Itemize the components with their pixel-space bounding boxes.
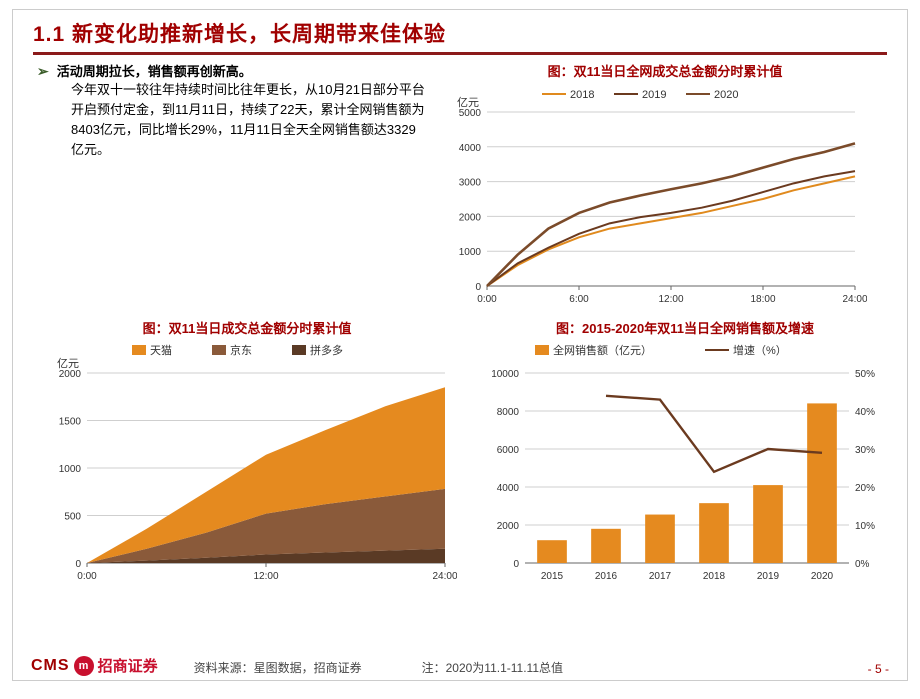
svg-text:2000: 2000 [59, 369, 82, 380]
bullet-lead: 活动周期拉长，销售额再创新高。 [57, 64, 252, 79]
svg-text:50%: 50% [855, 369, 875, 380]
chart1-box: 图：双11当日全网成交总金额分时累计值 201820192020亿元010002… [437, 61, 893, 312]
logo-badge-icon: m [74, 656, 94, 676]
svg-text:2019: 2019 [757, 571, 780, 582]
chart2-svg: 天猫京东拼多多亿元05001000150020000:0012:0024:00 [37, 339, 457, 589]
svg-text:全网销售额（亿元）: 全网销售额（亿元） [553, 343, 652, 357]
svg-text:3000: 3000 [459, 178, 482, 189]
svg-text:18:00: 18:00 [750, 294, 775, 305]
svg-text:40%: 40% [855, 407, 875, 418]
svg-text:1000: 1000 [459, 247, 482, 258]
bullet-block: ➢ 活动周期拉长，销售额再创新高。 今年双十一较往年持续时间比往年更长，从10月2… [37, 61, 437, 312]
svg-text:4000: 4000 [459, 143, 482, 154]
logo-cms: CMS [31, 657, 70, 675]
svg-text:20%: 20% [855, 483, 875, 494]
page-number: - 5 - [868, 662, 889, 676]
logo-zh: 招商证券 [98, 655, 158, 676]
chart2-title: 图：双11当日成交总金额分时累计值 [37, 318, 457, 337]
svg-text:4000: 4000 [497, 483, 520, 494]
chart3-box: 图：2015-2020年双11当日全网销售额及增速 全网销售额（亿元） 增速（%）… [475, 318, 895, 589]
svg-text:2017: 2017 [649, 571, 672, 582]
svg-text:30%: 30% [855, 445, 875, 456]
svg-text:6:00: 6:00 [569, 294, 589, 305]
svg-text:10000: 10000 [491, 369, 519, 380]
svg-text:1500: 1500 [59, 417, 82, 428]
svg-text:2019: 2019 [642, 89, 666, 101]
svg-text:12:00: 12:00 [253, 571, 278, 582]
svg-text:拼多多: 拼多多 [310, 343, 343, 357]
svg-text:0%: 0% [855, 559, 870, 570]
svg-text:京东: 京东 [230, 343, 252, 357]
svg-text:24:00: 24:00 [432, 571, 457, 582]
logo: CMS m 招商证券 [31, 655, 158, 676]
svg-text:2000: 2000 [497, 521, 520, 532]
footer: CMS m 招商证券 资料来源：星图数据，招商证券 注：2020为11.1-11… [13, 655, 907, 676]
svg-text:10%: 10% [855, 521, 875, 532]
svg-text:0: 0 [513, 559, 519, 570]
svg-text:2015: 2015 [541, 571, 564, 582]
svg-text:5000: 5000 [459, 108, 482, 119]
chart2-box: 图：双11当日成交总金额分时累计值 天猫京东拼多多亿元0500100015002… [37, 318, 457, 589]
footer-source: 资料来源：星图数据，招商证券 [194, 659, 362, 676]
chart3-svg: 全网销售额（亿元） 增速（%） 0 2000 4000 6000 8000 10000 0% 10… [475, 339, 895, 589]
svg-text:2020: 2020 [811, 571, 834, 582]
svg-text:12:00: 12:00 [658, 294, 683, 305]
chart3-title: 图：2015-2020年双11当日全网销售额及增速 [475, 318, 895, 337]
svg-text:0: 0 [75, 559, 81, 570]
svg-text:8000: 8000 [497, 407, 520, 418]
svg-text:0:00: 0:00 [477, 294, 497, 305]
bullet-arrow-icon: ➢ [37, 63, 49, 79]
svg-text:0:00: 0:00 [77, 571, 97, 582]
svg-text:增速（%）: 增速（%） [733, 343, 787, 357]
svg-text:2000: 2000 [459, 212, 482, 223]
page-title: 1.1 新变化助推新增长，长周期带来佳体验 [33, 18, 887, 48]
svg-text:2016: 2016 [595, 571, 618, 582]
svg-text:天猫: 天猫 [150, 344, 172, 357]
footer-note: 注：2020为11.1-11.11总值 [422, 659, 563, 676]
svg-text:24:00: 24:00 [842, 294, 867, 305]
svg-text:2018: 2018 [703, 571, 726, 582]
bullet-body: 今年双十一较往年持续时间比往年更长，从10月21日部分平台开启预付定金，到11月… [37, 80, 427, 161]
svg-text:500: 500 [64, 512, 81, 523]
chart1-svg: 201820192020亿元0100020003000400050000:006… [437, 82, 867, 312]
svg-text:1000: 1000 [59, 464, 82, 475]
svg-text:2018: 2018 [570, 89, 594, 101]
svg-text:0: 0 [475, 282, 481, 293]
svg-text:6000: 6000 [497, 445, 520, 456]
chart1-title: 图：双11当日全网成交总金额分时累计值 [437, 61, 893, 80]
svg-text:2020: 2020 [714, 89, 738, 101]
